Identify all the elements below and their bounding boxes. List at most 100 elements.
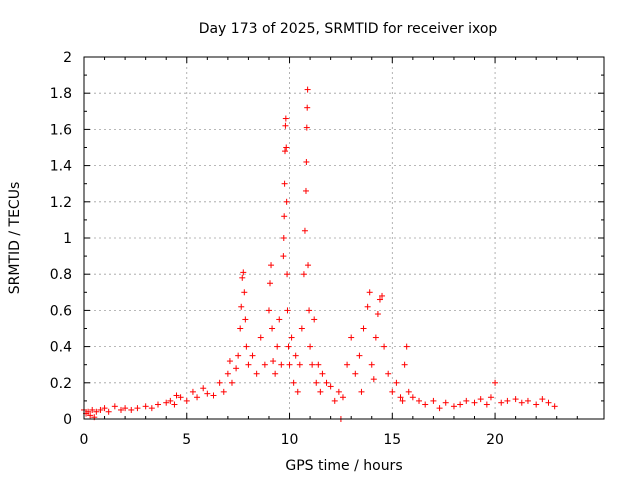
data-point [368,361,375,368]
data-point [358,388,365,395]
data-point [283,198,290,205]
data-point [97,406,104,413]
data-point [305,262,312,269]
data-point [366,289,373,296]
data-point [399,397,406,404]
data-point [327,383,334,390]
data-point [282,115,289,122]
data-point [220,388,227,395]
data-point [409,394,416,401]
data-point [471,399,478,406]
data-point [533,401,540,408]
data-point [393,379,400,386]
data-point [242,316,249,323]
data-point [233,365,240,372]
data-point [278,361,285,368]
data-point [545,399,552,406]
data-point [224,370,231,377]
data-point [228,379,235,386]
data-point [276,316,283,323]
data-point [551,403,558,410]
y-tick-label: 0.6 [50,303,72,319]
data-point [450,403,457,410]
data-point [296,361,303,368]
data-point [301,227,308,234]
data-point [304,104,311,111]
data-point [122,405,129,412]
y-tick-label: 1.6 [50,122,72,138]
data-point [457,401,464,408]
data-point [167,397,174,404]
data-point [268,262,275,269]
y-axis-label: SRMTID / TECUs [7,182,23,295]
data-point [307,343,314,350]
data-point [303,124,310,131]
data-point [389,388,396,395]
data-point [282,122,289,129]
data-point [364,303,371,310]
data-point [442,399,449,406]
data-point [298,325,305,332]
data-point [281,213,288,220]
x-tick-label: 15 [383,432,401,448]
data-point [405,388,412,395]
data-point [348,334,355,341]
data-point [142,403,149,410]
data-point [335,388,342,395]
data-point [524,397,531,404]
grid [84,57,604,419]
data-point [498,399,505,406]
plot-frame [83,56,605,420]
data-point [512,396,519,403]
x-axis-label: GPS time / hours [285,458,402,474]
data-point [397,394,404,401]
data-point [319,370,326,377]
data-point [401,361,408,368]
x-tick-label: 20 [486,432,504,448]
data-points [81,86,558,422]
data-point [261,361,268,368]
data-point [430,397,437,404]
data-point [483,401,490,408]
data-point [253,370,260,377]
data-point [376,296,383,303]
y-tick-label: 0.8 [50,267,72,283]
chart-title: Day 173 of 2025, SRMTID for receiver ixo… [199,21,498,37]
x-tick-label: 0 [80,432,89,448]
data-point [372,334,379,341]
data-point [539,396,546,403]
data-point [477,396,484,403]
data-point [226,358,233,365]
data-point [288,334,295,341]
axes: 00.20.40.60.811.21.41.61.820 5 10 15 20 [50,50,604,448]
data-point [285,343,292,350]
data-point [282,148,289,155]
data-point [379,292,386,299]
data-point [304,86,311,93]
data-point [294,388,301,395]
data-point [283,144,290,151]
data-point [463,397,470,404]
data-point [416,397,423,404]
data-point [154,401,161,408]
data-point [280,253,287,260]
data-point [284,271,291,278]
data-point [270,358,277,365]
data-point [385,370,392,377]
data-point [315,361,322,368]
data-point [323,379,330,386]
data-point [284,307,291,314]
data-point [344,361,351,368]
x-tick-label: 10 [281,432,299,448]
data-point [177,394,184,401]
data-point [249,352,256,359]
data-point [267,280,274,287]
data-point [117,406,124,413]
y-tick-label: 1.2 [50,195,72,211]
data-point [280,235,287,241]
data-point [356,352,363,359]
data-point [492,379,499,386]
data-point [317,388,324,395]
data-point [87,412,94,419]
